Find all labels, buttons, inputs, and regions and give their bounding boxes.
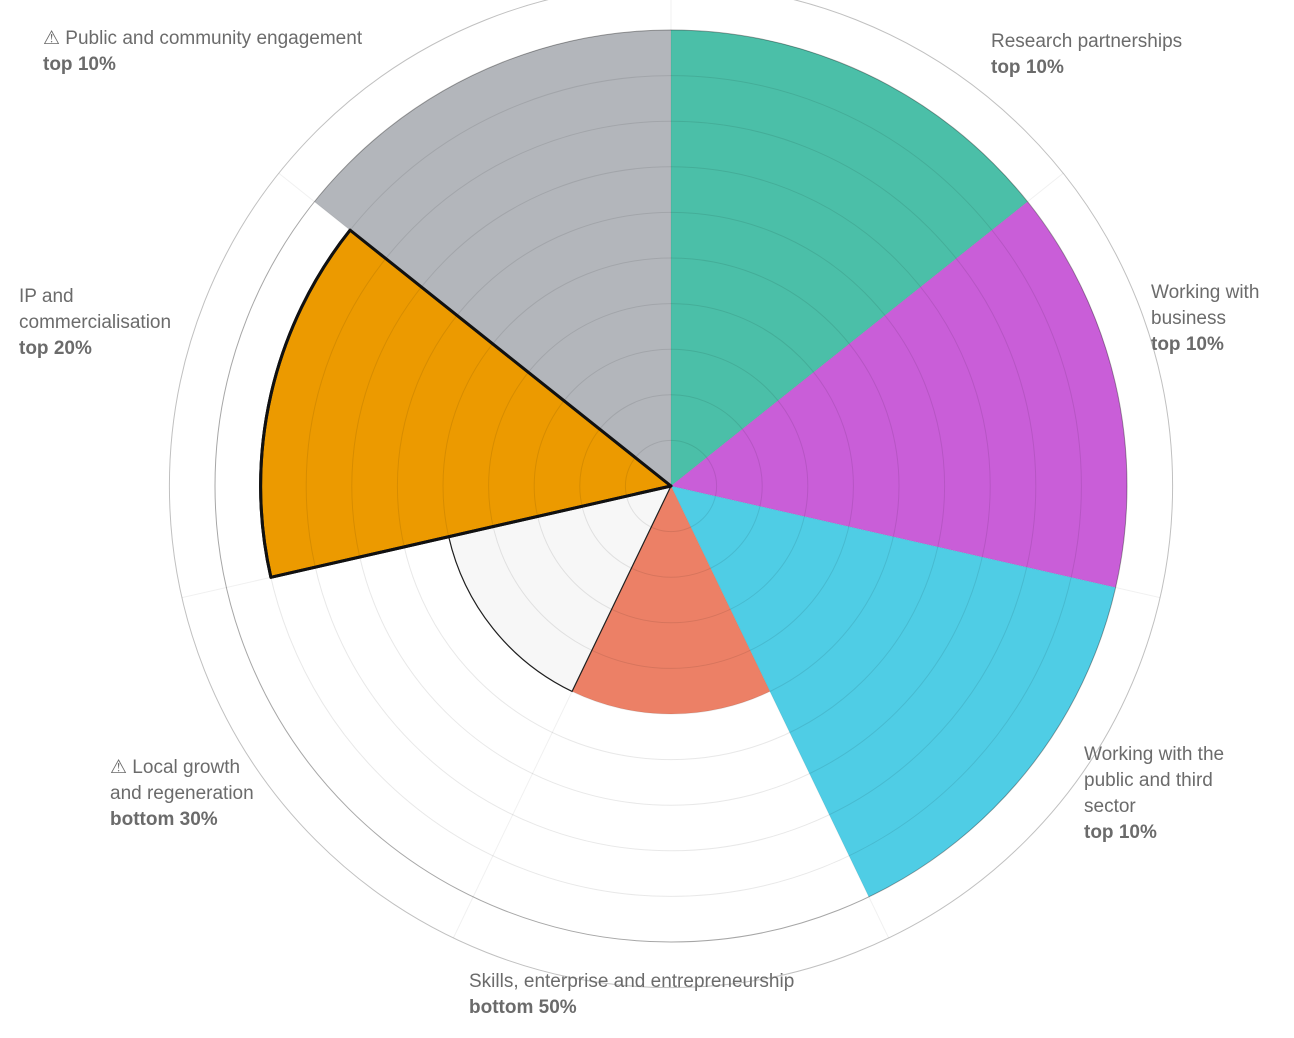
segment-name-line: business xyxy=(1151,308,1226,329)
separator-line-3 xyxy=(670,485,890,939)
segment-name-line: and regeneration xyxy=(110,783,254,804)
segment-rank-label: bottom 50% xyxy=(469,997,577,1018)
label-layer: Research partnerships top 10%Working with… xyxy=(19,28,1259,1018)
segment-name-line: Research partnerships xyxy=(991,31,1182,52)
segment-local-growth xyxy=(448,485,673,693)
segment-label-business: Working with business top 10% xyxy=(1151,282,1259,355)
segment-name-line: ⚠ Public and community engagement xyxy=(43,28,363,49)
segment-rank-label: top 10% xyxy=(1084,822,1157,843)
segment-label-public-third: Working with the public and third sector to… xyxy=(1084,744,1224,843)
segment-name-line: Working with the xyxy=(1084,744,1224,765)
grid-ring-3 xyxy=(533,348,809,624)
separator-line-2 xyxy=(670,485,1161,599)
grid-ring-1 xyxy=(624,439,718,533)
segment-name-line: Skills, enterprise and entrepreneurship xyxy=(469,971,794,992)
grid-ring-5 xyxy=(442,257,900,715)
segment-label-skills: Skills, enterprise and entrepreneurship b… xyxy=(469,971,794,1018)
segment-name-line: IP and xyxy=(19,286,74,307)
segment-skills xyxy=(572,486,770,715)
segment-rank-label: bottom 30% xyxy=(110,809,218,830)
segment-name-line: Working with xyxy=(1151,282,1259,303)
grid-layer xyxy=(169,0,1173,988)
segment-label-local-growth: ⚠ Local growth and regeneration bottom 30% xyxy=(110,757,254,830)
segment-rank-label: top 10% xyxy=(1151,334,1224,355)
grid-ring-4 xyxy=(488,303,854,669)
segment-label-public-community: ⚠ Public and community engagement top 10% xyxy=(43,28,363,75)
segment-label-ip: IP and commercialisation top 20% xyxy=(19,286,171,359)
grid-ring-8 xyxy=(305,120,1037,852)
separator-line-4 xyxy=(452,485,672,939)
separator-line-1 xyxy=(670,172,1064,487)
segment-name-line: public and third xyxy=(1084,770,1213,791)
grid-ring-10 xyxy=(214,29,1128,943)
grid-ring-6 xyxy=(396,211,946,761)
grid-ring-2 xyxy=(579,394,763,578)
segment-rank-label: top 20% xyxy=(19,338,92,359)
segment-business xyxy=(671,201,1128,588)
grid-ring-7 xyxy=(351,166,991,806)
segment-rank-label: top 10% xyxy=(991,57,1064,78)
segment-label-research: Research partnerships top 10% xyxy=(991,31,1182,78)
segment-rank-label: top 10% xyxy=(43,54,116,75)
segment-name-line: commercialisation xyxy=(19,312,171,333)
highlight-outline-ip xyxy=(259,228,673,579)
grid-ring-11 xyxy=(169,0,1173,988)
segment-name-line: ⚠ Local growth xyxy=(110,757,240,778)
segment-name-line: sector xyxy=(1084,796,1136,817)
segment-research xyxy=(671,30,1028,486)
segment-public-third xyxy=(671,486,1116,897)
segment-public-community xyxy=(314,30,671,486)
segment-layer xyxy=(259,30,1128,897)
